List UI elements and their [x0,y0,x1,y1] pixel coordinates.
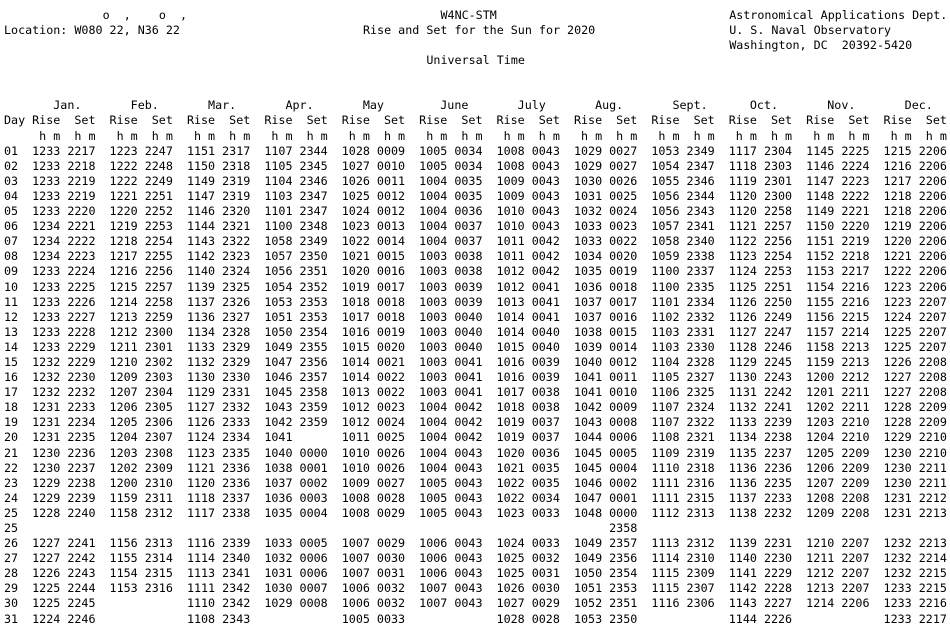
table-row: 07 1234 2222 1218 2254 1143 2322 1058 23… [4,234,947,249]
table-row: 02 1233 2218 1222 2248 1150 2318 1105 23… [4,158,947,173]
column-header-row: Day Rise Set Rise Set Rise Set Rise Set … [4,113,947,128]
table-row: 19 1231 2234 1205 2306 1126 2333 1042 23… [4,415,947,430]
table-row: 31 1224 2246 1108 2343 1005 0033 1028 00… [4,611,947,626]
agency-address-line: Washington, DC 20392-5420 [729,38,913,52]
table-row: 04 1233 2219 1221 2251 1147 2319 1103 23… [4,188,947,203]
table-row: 27 1227 2242 1155 2314 1114 2340 1032 00… [4,551,947,566]
table-row: 10 1233 2225 1215 2257 1139 2325 1054 23… [4,279,947,294]
time-system-label: Universal Time [426,53,525,67]
table-row: 30 1225 2245 1110 2342 1029 0008 1006 00… [4,596,947,611]
table-row: 16 1232 2230 1209 2303 1130 2330 1046 23… [4,370,947,385]
table-row: 29 1225 2244 1153 2316 1111 2342 1030 00… [4,581,947,596]
table-row: 13 1233 2228 1212 2300 1134 2328 1050 23… [4,324,947,339]
agency-dept-line: Astronomical Applications Dept. [729,7,948,22]
table-row: 12 1233 2227 1213 2259 1136 2327 1051 23… [4,309,947,324]
month-header-row: Jan. Feb. Mar. Apr. May June July Aug. S… [4,98,933,113]
table-row: 05 1233 2220 1220 2252 1146 2320 1101 23… [4,204,947,219]
table-row: 06 1234 2221 1219 2253 1144 2321 1100 23… [4,219,947,234]
document-title: Rise and Set for the Sun for 2020 [363,22,596,37]
table-row: 22 1230 2237 1202 2309 1121 2336 1038 00… [4,460,947,475]
table-row: 18 1231 2233 1206 2305 1127 2332 1043 23… [4,400,947,415]
table-row: 15 1232 2229 1210 2302 1132 2329 1047 23… [4,354,947,369]
degree-minute-marks: o , o , [102,7,188,22]
table-row: 25 1228 2240 1158 2312 1117 2338 1035 00… [4,505,947,520]
table-row: 17 1232 2232 1207 2304 1129 2331 1045 23… [4,385,947,400]
table-row: 08 1234 2223 1217 2255 1142 2323 1057 23… [4,249,947,264]
table-row: 28 1226 2243 1154 2315 1113 2341 1031 00… [4,566,947,581]
table-row: 11 1233 2226 1214 2258 1137 2326 1053 23… [4,294,947,309]
table-row: 24 1229 2239 1159 2311 1118 2337 1036 00… [4,490,947,505]
table-row: 03 1233 2219 1222 2249 1149 2319 1104 23… [4,173,947,188]
table-row: 25 2358 [4,521,638,536]
location-line: Location: W080 22, N36 22 [4,22,180,37]
unit-header-row: h m h m h m h m h m h m h m h m h m h m … [4,128,947,143]
rise-set-table: Jan. Feb. Mar. Apr. May June July Aug. S… [4,98,947,626]
agency-org-line: U. S. Naval Observatory [729,22,892,37]
table-row: 01 1233 2217 1223 2247 1151 2317 1107 23… [4,143,947,158]
table-row: 14 1233 2229 1211 2301 1133 2329 1049 23… [4,339,947,354]
table-row: 21 1230 2236 1203 2308 1123 2335 1040 00… [4,445,947,460]
table-row: 09 1233 2224 1216 2256 1140 2324 1056 23… [4,264,947,279]
station-id: W4NC-STM [440,7,497,22]
table-row: 23 1229 2238 1200 2310 1120 2336 1037 00… [4,475,947,490]
table-row: 20 1231 2235 1204 2307 1124 2334 1041 10… [4,430,947,445]
table-row: 26 1227 2241 1156 2313 1116 2339 1033 00… [4,536,947,551]
